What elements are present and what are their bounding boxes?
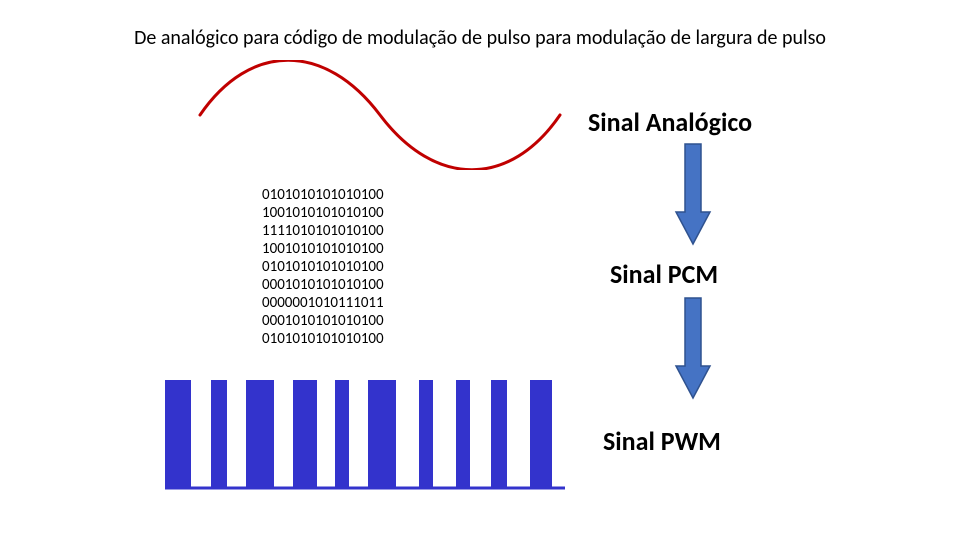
pwm-bars-group xyxy=(165,380,552,488)
pwm-bar xyxy=(211,380,227,488)
arrow-shape xyxy=(676,144,710,244)
sine-path xyxy=(200,60,560,170)
pcm-bitstream: 0101010101010100 1001010101010100 111101… xyxy=(262,186,384,348)
label-analog: Sinal Analógico xyxy=(588,106,752,138)
pwm-waveform xyxy=(165,380,565,495)
pwm-bar xyxy=(293,380,317,488)
pwm-bar xyxy=(491,380,507,488)
pwm-bar xyxy=(335,380,349,488)
label-pwm: Sinal PWM xyxy=(603,425,721,457)
pwm-bar xyxy=(165,380,191,488)
pwm-bar xyxy=(419,380,433,488)
pwm-bar xyxy=(456,380,470,488)
label-pcm: Sinal PCM xyxy=(610,258,718,290)
pwm-bar xyxy=(246,380,274,488)
diagram-title: De analógico para código de modulação de… xyxy=(0,26,960,50)
arrow-analog-to-pcm xyxy=(674,142,712,246)
pwm-bar xyxy=(530,380,552,488)
diagram-stage: De analógico para código de modulação de… xyxy=(0,0,960,540)
analog-sine-wave xyxy=(195,60,565,170)
arrow-pcm-to-pwm xyxy=(674,296,712,400)
pwm-bar xyxy=(368,380,396,488)
arrow-shape xyxy=(676,298,710,398)
